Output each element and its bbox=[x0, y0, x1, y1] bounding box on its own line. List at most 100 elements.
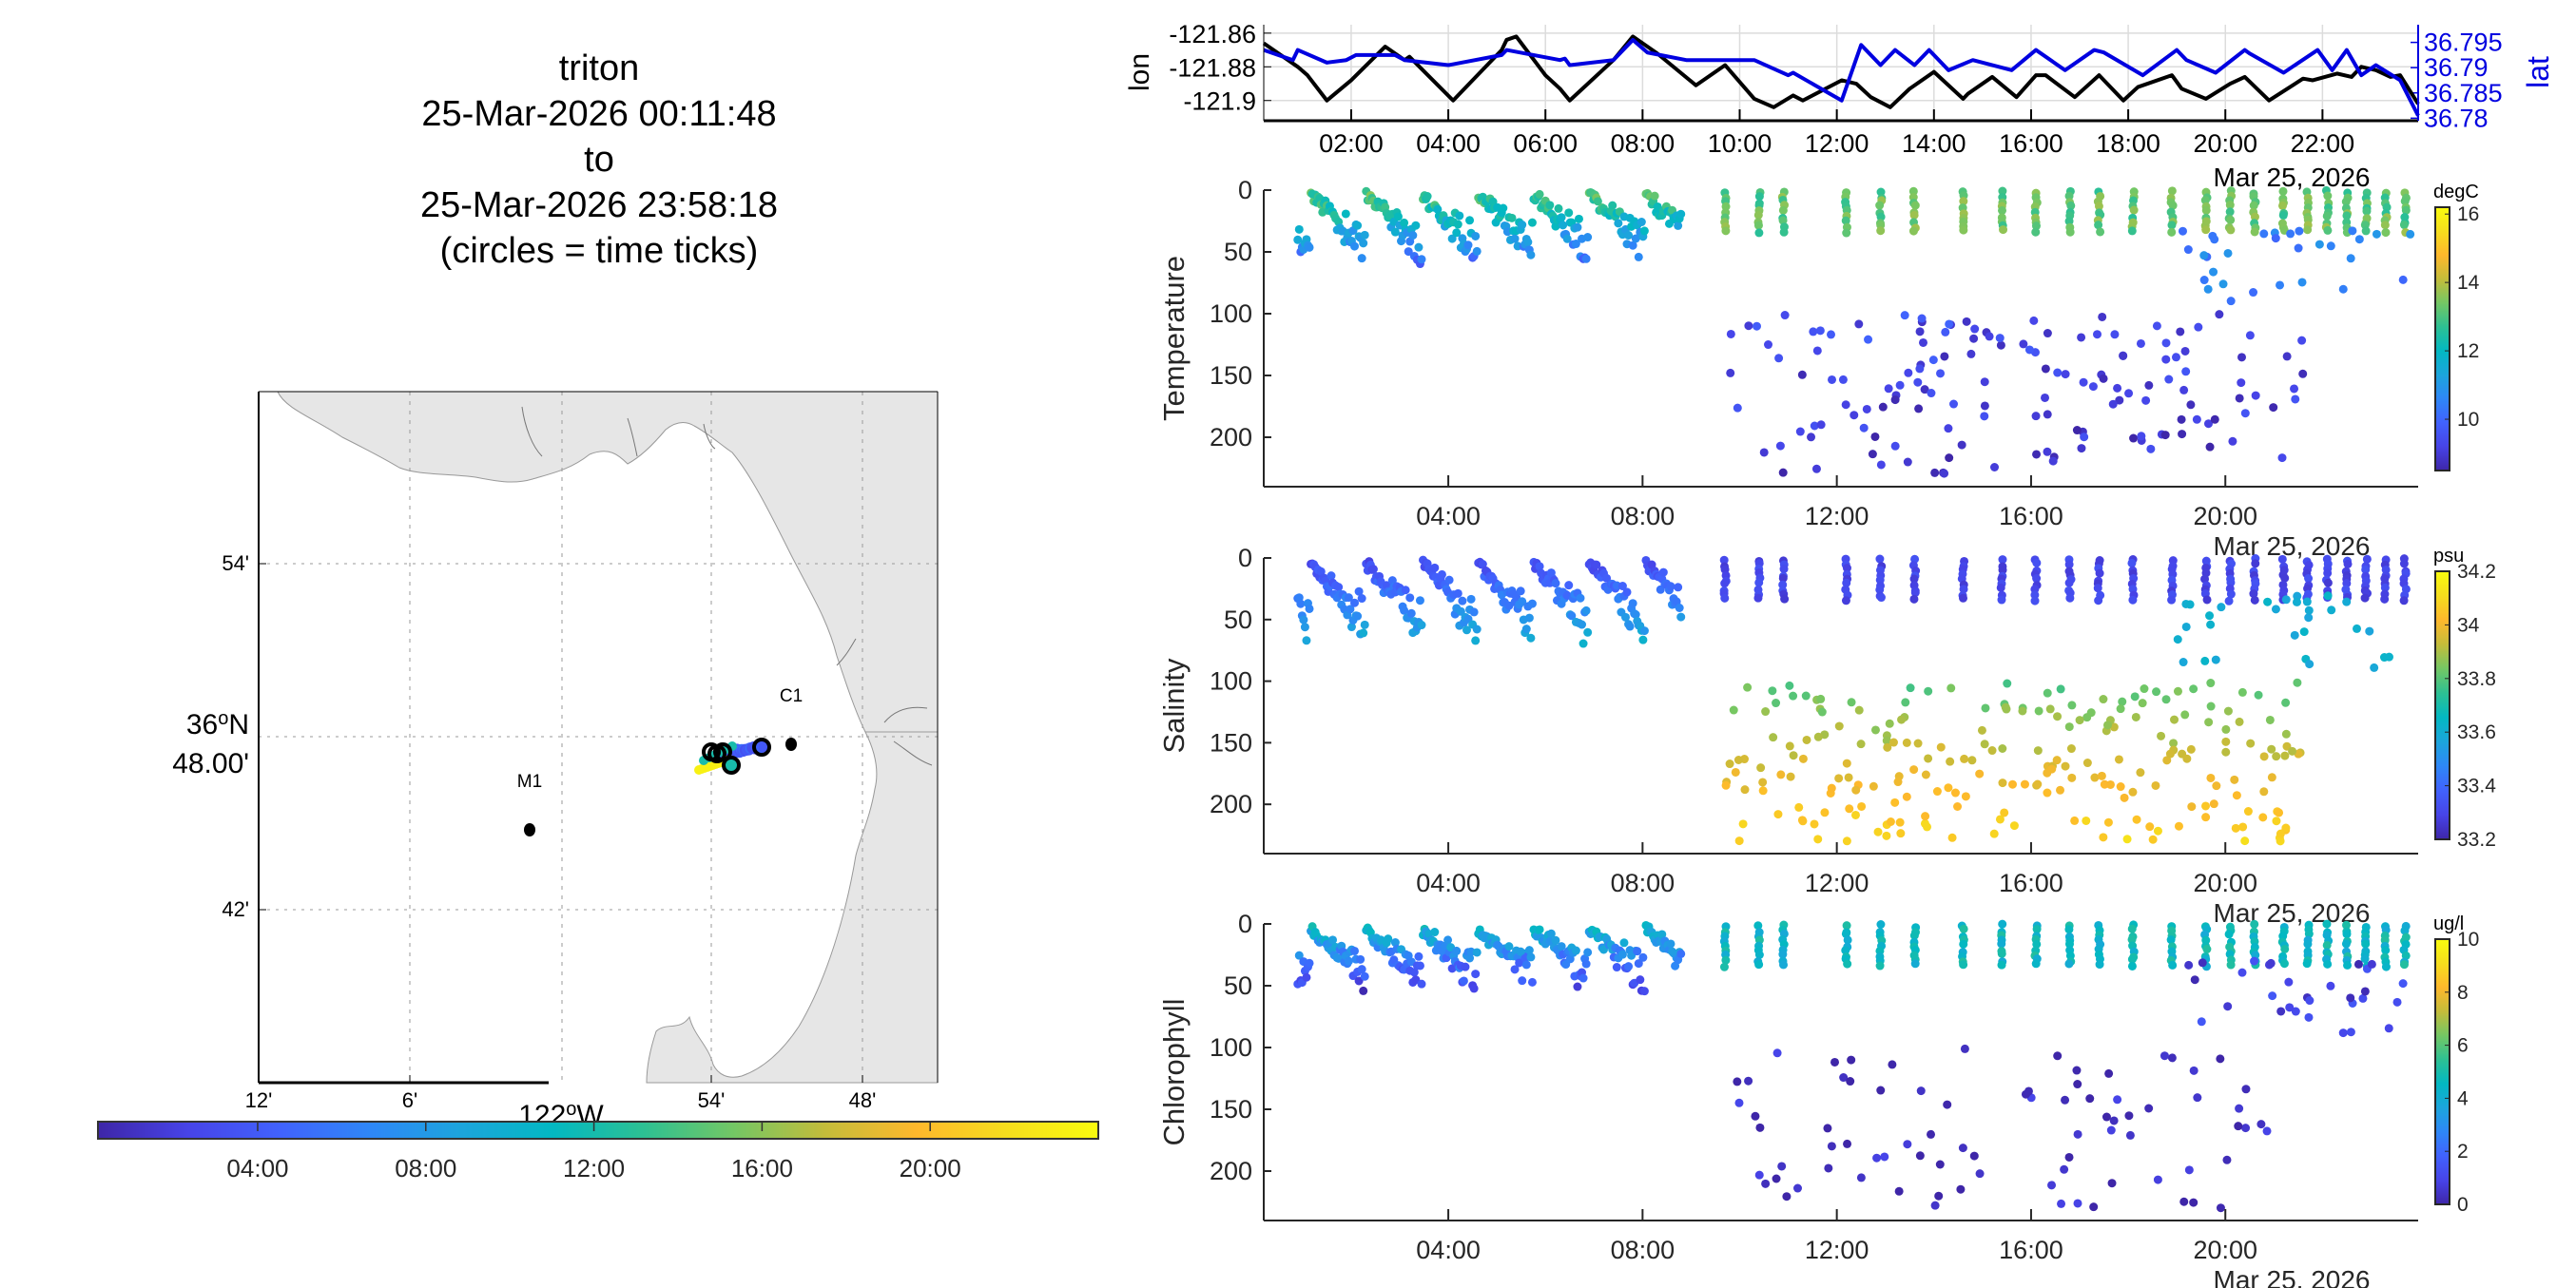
salinity-point bbox=[1524, 613, 1534, 623]
salinity-point bbox=[1772, 699, 1781, 708]
temperature-y-tick-label: 50 bbox=[1224, 238, 1252, 266]
salinity-point bbox=[1720, 593, 1730, 603]
series-lat bbox=[1263, 37, 2420, 117]
chlorophyll-point bbox=[2266, 958, 2276, 968]
salinity-point bbox=[2064, 722, 2074, 732]
chlorophyll-y-tick-label: 100 bbox=[1210, 1033, 1252, 1062]
temperature-point bbox=[1754, 192, 1764, 202]
land-north bbox=[259, 391, 939, 733]
chlorophyll-point bbox=[2057, 1199, 2066, 1208]
chlorophyll-point bbox=[2168, 960, 2178, 970]
temperature-point bbox=[1559, 221, 1568, 230]
temperature-point bbox=[2201, 225, 2211, 235]
salinity-point bbox=[2120, 793, 2129, 802]
salinity-point bbox=[1913, 739, 1923, 748]
salinity-point bbox=[2204, 718, 2214, 727]
salinity-point bbox=[1400, 606, 1409, 615]
salinity-point bbox=[1834, 774, 1844, 783]
salinity-point bbox=[2043, 688, 2052, 698]
chlorophyll-points bbox=[1293, 919, 2411, 1213]
temperature-point bbox=[1812, 346, 1822, 356]
chlorophyll-point bbox=[2125, 1130, 2135, 1140]
salinity-point bbox=[2165, 749, 2175, 759]
chlorophyll-x-tick-label: 08:00 bbox=[1611, 1236, 1675, 1264]
salinity-point bbox=[1987, 746, 1997, 756]
salinity-point bbox=[1583, 627, 1593, 637]
chlorophyll-point bbox=[1847, 1055, 1856, 1065]
salinity-point bbox=[1725, 759, 1734, 769]
temperature-point bbox=[2278, 201, 2288, 210]
chlorophyll-point bbox=[2032, 939, 2042, 949]
salinity-point bbox=[2075, 716, 2084, 725]
chlorophyll-point bbox=[2189, 1198, 2198, 1207]
temperature-point bbox=[1574, 214, 1583, 223]
temperature-point bbox=[1870, 432, 1880, 441]
salinity-point bbox=[1753, 593, 1763, 603]
title-note: (circles = time ticks) bbox=[439, 231, 759, 271]
chlorophyll-point bbox=[1634, 959, 1643, 969]
salinity-point bbox=[1850, 810, 1860, 819]
salinity-point bbox=[1785, 681, 1794, 690]
chlorophyll-point bbox=[2342, 930, 2352, 939]
salinity-point bbox=[1977, 725, 1986, 735]
salinity-colorbar-units: psu bbox=[2433, 546, 2464, 567]
salinity-point bbox=[2223, 706, 2233, 716]
salinity-colorbar-tick-label: 34 bbox=[2457, 614, 2480, 636]
temperature-point bbox=[2250, 227, 2259, 237]
temperature-point bbox=[2176, 327, 2185, 336]
salinity-point bbox=[1334, 583, 1344, 592]
salinity-point bbox=[1946, 757, 1955, 766]
temperature-point bbox=[2218, 279, 2228, 289]
salinity-point bbox=[1738, 819, 1748, 829]
chlorophyll-point bbox=[2223, 1002, 2233, 1011]
temperature-point bbox=[2146, 444, 2156, 453]
chlorophyll-point bbox=[1469, 984, 1479, 993]
salinity-point bbox=[2033, 746, 2043, 756]
salinity-point bbox=[2206, 679, 2216, 688]
chlorophyll-point bbox=[2073, 1080, 2082, 1089]
chlorophyll-point bbox=[2089, 1202, 2099, 1212]
chlorophyll-point bbox=[1657, 930, 1667, 939]
salinity-point bbox=[2169, 739, 2179, 748]
salinity-point bbox=[1875, 554, 1885, 564]
salinity-point bbox=[1625, 622, 1635, 631]
salinity-point bbox=[2277, 554, 2287, 564]
chlorophyll-point bbox=[1843, 1139, 1852, 1148]
temperature-point bbox=[1733, 403, 1742, 413]
chlorophyll-point bbox=[2032, 925, 2042, 934]
salinity-point bbox=[1980, 740, 1989, 749]
salinity-point bbox=[2103, 721, 2113, 730]
temperature-point bbox=[1753, 221, 1763, 230]
salinity-point bbox=[2189, 684, 2198, 694]
temperature-point bbox=[1759, 448, 1769, 457]
salinity-point bbox=[1368, 565, 1378, 574]
temperature-point bbox=[1341, 209, 1350, 219]
temperature-point bbox=[2031, 227, 2041, 237]
salinity-point bbox=[1518, 597, 1527, 606]
chlorophyll-point bbox=[2222, 1155, 2232, 1164]
salinity-point bbox=[2061, 761, 2070, 771]
temperature-point bbox=[2124, 389, 2134, 398]
temperature-point bbox=[2225, 207, 2235, 217]
chlorophyll-point bbox=[2179, 1197, 2189, 1206]
salinity-point bbox=[2250, 595, 2259, 605]
temperature-point bbox=[2088, 382, 2098, 392]
salinity-point bbox=[2064, 578, 2074, 587]
temperature-point bbox=[1608, 201, 1617, 210]
chlorophyll-point bbox=[1409, 968, 1419, 977]
salinity-point bbox=[1817, 707, 1827, 717]
chlorophyll-point bbox=[1302, 972, 1311, 982]
chlorophyll-point bbox=[1526, 952, 1536, 962]
temperature-point bbox=[1726, 329, 1735, 338]
temperature-point bbox=[1917, 314, 1927, 323]
salinity-point bbox=[2202, 595, 2212, 605]
chlorophyll-point bbox=[1510, 965, 1520, 974]
salinity-point bbox=[2140, 684, 2149, 694]
salinity-point bbox=[1778, 580, 1788, 589]
salinity-point bbox=[2200, 656, 2210, 665]
chlorophyll-point bbox=[2104, 1068, 2114, 1078]
salinity-point bbox=[1998, 555, 2007, 565]
salinity-point bbox=[1405, 593, 1415, 603]
temperature-point bbox=[1780, 311, 1790, 320]
